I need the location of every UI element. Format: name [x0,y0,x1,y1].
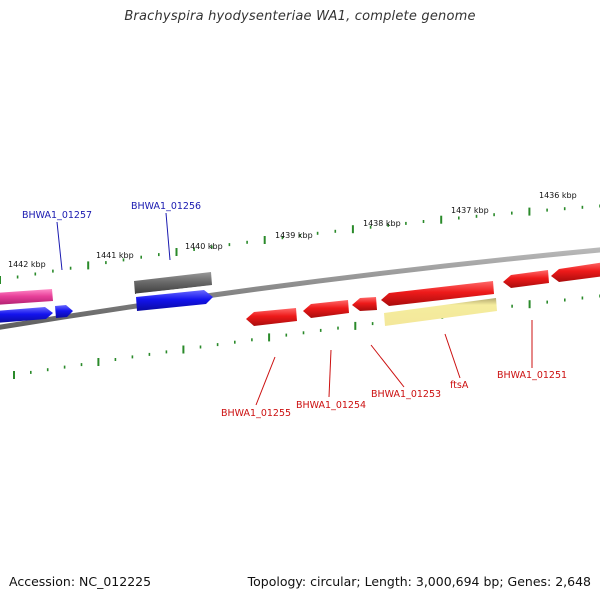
leader-bhwa1-01255 [255,356,276,406]
gene-bhwa1-01256[interactable] [136,290,213,311]
tick-label-1439: 1439 kbp [275,231,313,240]
tick-label-1438: 1438 kbp [363,219,401,228]
gene-bhwa1-01257-part1[interactable] [0,307,53,323]
gene-label-group: BHWA1_01257 BHWA1_01256 BHWA1_01255 BHWA… [22,201,567,419]
label-leader-lines [56,212,533,406]
gene-bhwa1-01257[interactable] [55,305,73,318]
leader-bhwa1-01256 [165,212,171,261]
label-bhwa1-01257[interactable]: BHWA1_01257 [22,210,92,221]
gene-bhwa1-01253[interactable] [352,297,377,311]
tick-label-1436: 1436 kbp [539,191,577,200]
tick-label-group: 1436 kbp 1437 kbp 1438 kbp 1439 kbp 1440… [8,191,577,269]
label-bhwa1-01255[interactable]: BHWA1_01255 [221,408,291,419]
genome-backbone [0,247,600,330]
label-bhwa1-01251[interactable]: BHWA1_01251 [497,370,567,381]
inner-tick-track [13,294,600,379]
tick-label-1437: 1437 kbp [451,206,489,215]
gene-red-edge[interactable] [551,262,600,282]
leader-bhwa1-01254 [328,349,332,398]
genome-title: Brachyspira hyodysenteriae WA1, complete… [124,9,476,24]
gene-bhwa1-01254[interactable] [303,300,349,318]
feature-separator [135,285,211,296]
gene-bhwa1-01251[interactable] [503,270,549,288]
leader-ftsA [444,333,461,379]
tick-label-1442: 1442 kbp [8,260,46,269]
reverse-strand-features [246,262,600,326]
label-ftsA[interactable]: ftsA [450,380,469,391]
genome-summary-text: Topology: circular; Length: 3,000,694 bp… [247,574,591,589]
leader-bhwa1-01253 [370,344,405,388]
forward-strand-features [0,272,213,323]
pink-feature[interactable] [0,289,53,305]
gene-red-6[interactable] [246,308,297,326]
leader-bhwa1-01257 [56,221,63,271]
accession-text: Accession: NC_012225 [9,574,152,589]
tick-label-1440: 1440 kbp [185,242,223,251]
label-bhwa1-01254[interactable]: BHWA1_01254 [296,400,366,411]
label-bhwa1-01256[interactable]: BHWA1_01256 [131,201,201,212]
gray-feature[interactable] [134,272,212,294]
yellow-feature[interactable] [384,298,497,326]
tick-label-1441: 1441 kbp [96,251,134,260]
gene-ftsA[interactable] [381,281,494,306]
label-bhwa1-01253[interactable]: BHWA1_01253 [371,389,441,400]
outer-tick-track [0,204,600,284]
